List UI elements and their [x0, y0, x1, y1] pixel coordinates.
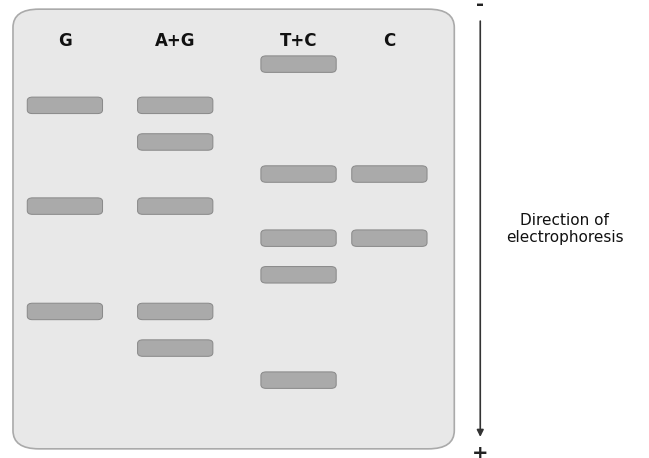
FancyBboxPatch shape	[138, 340, 213, 356]
FancyBboxPatch shape	[27, 198, 103, 214]
Text: +: +	[472, 444, 489, 458]
FancyBboxPatch shape	[261, 267, 336, 283]
FancyBboxPatch shape	[138, 97, 213, 114]
FancyBboxPatch shape	[261, 166, 336, 182]
Text: A+G: A+G	[155, 32, 195, 50]
Text: G: G	[58, 32, 72, 50]
Text: C: C	[384, 32, 395, 50]
FancyBboxPatch shape	[261, 372, 336, 388]
FancyBboxPatch shape	[261, 230, 336, 246]
Text: T+C: T+C	[280, 32, 317, 50]
FancyBboxPatch shape	[352, 166, 427, 182]
FancyBboxPatch shape	[138, 303, 213, 320]
FancyBboxPatch shape	[352, 230, 427, 246]
FancyBboxPatch shape	[27, 97, 103, 114]
FancyBboxPatch shape	[138, 134, 213, 150]
FancyBboxPatch shape	[27, 303, 103, 320]
Text: -: -	[476, 0, 484, 14]
FancyBboxPatch shape	[138, 198, 213, 214]
FancyBboxPatch shape	[13, 9, 454, 449]
FancyBboxPatch shape	[261, 56, 336, 72]
Text: Direction of
electrophoresis: Direction of electrophoresis	[506, 213, 624, 245]
